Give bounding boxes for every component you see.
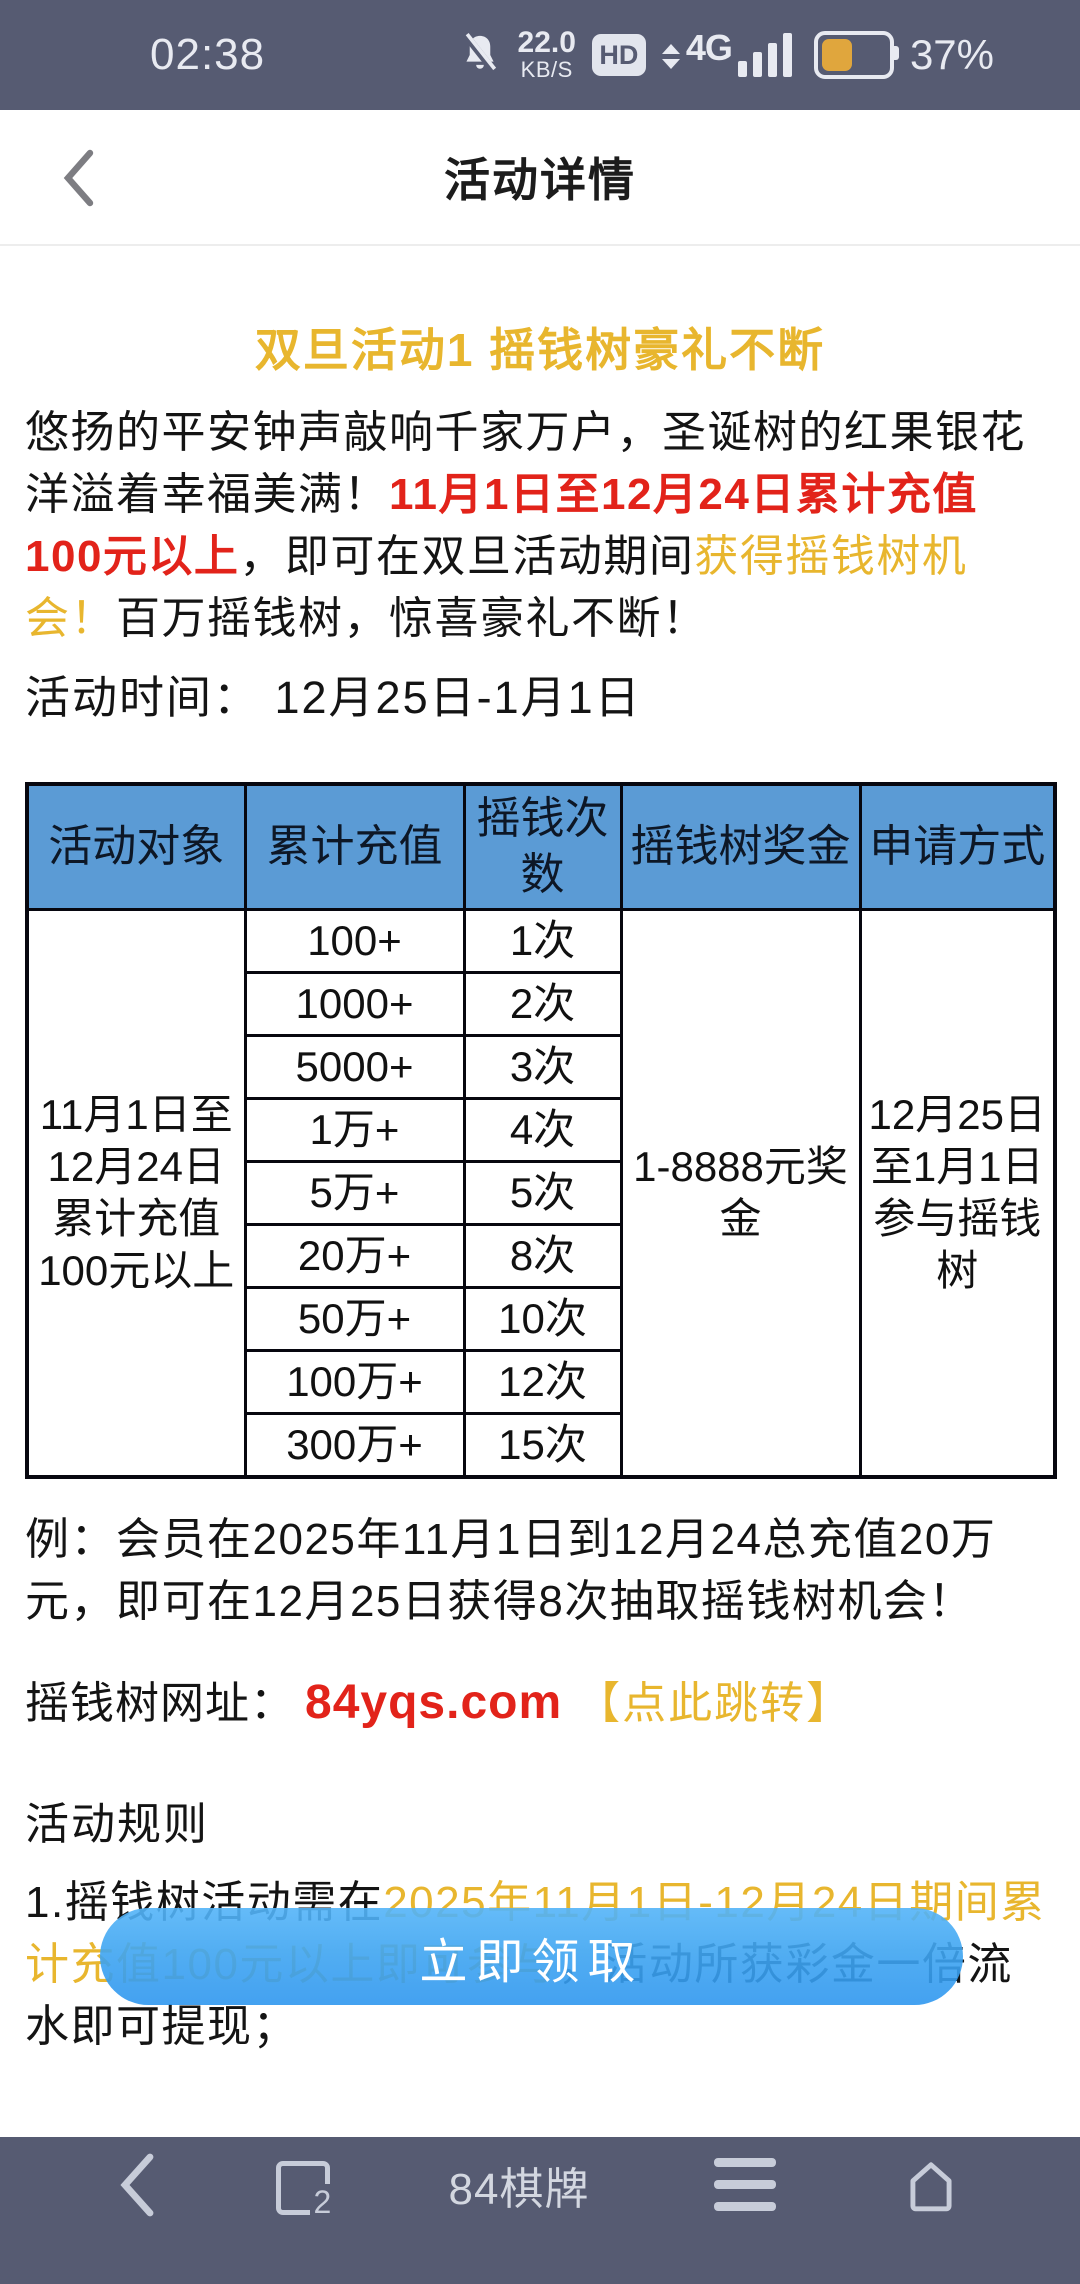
bonus-cell: 1-8888元奖金: [619, 908, 862, 1479]
hd-icon: HD: [591, 34, 646, 76]
site-url-label: 摇钱树网址：: [25, 1679, 295, 1728]
status-icons: 22.0 KB/S HD 4G 37%: [458, 27, 994, 83]
recharge-cell: 300万+: [243, 1412, 466, 1479]
intro-text-3: 百万摇钱树，惊喜豪礼不断！: [116, 594, 708, 643]
intro-gold-highlight: 获得摇钱树机会！: [25, 532, 968, 643]
app-header: 活动详情: [0, 110, 1080, 246]
times-cell: 2次: [462, 971, 623, 1037]
table-row: 20万+ 8次: [27, 1223, 1055, 1289]
battery-fill: [821, 39, 852, 71]
menu-icon: [713, 2158, 776, 2167]
network-speed: 22.0 KB/S: [518, 28, 576, 81]
recharge-cell: 100万+: [243, 1349, 466, 1415]
table-row: 5000+ 3次: [27, 1034, 1055, 1100]
recharge-cell: 100+: [243, 908, 466, 974]
col-header-apply: 申请方式: [858, 782, 1057, 911]
bell-muted-icon: [458, 31, 502, 79]
times-cell: 10次: [462, 1286, 623, 1352]
network-type: 4G: [685, 27, 733, 68]
col-header-target: 活动对象: [25, 782, 247, 911]
intro-paragraph: 悠扬的平安钟声敲响千家万户，圣诞树的红果银花洋溢着幸福美满！11月1日至12月2…: [25, 402, 1055, 650]
table-row: 300万+ 15次: [27, 1412, 1055, 1479]
col-header-times: 摇钱次数: [462, 782, 623, 911]
chevron-left-icon: [120, 2153, 154, 2216]
tabs-button[interactable]: 2: [274, 2157, 335, 2221]
rewards-table: 活动对象 累计充值 摇钱次数 摇钱树奖金 申请方式 11月1日至12月24日累计…: [25, 782, 1057, 1479]
times-cell: 4次: [462, 1097, 623, 1163]
table-row: 11月1日至12月24日累计充值100元以上 100+ 1次 1-8888元奖金…: [25, 908, 1057, 1479]
battery-icon: [813, 31, 899, 79]
table-row: 100万+ 12次: [27, 1349, 1055, 1415]
table-row: 1000+ 2次: [27, 971, 1055, 1037]
network-speed-value: 22.0: [517, 26, 576, 60]
recharge-cell: 1万+: [243, 1097, 466, 1163]
table-row: 5万+ 5次: [27, 1160, 1055, 1226]
intro-text-1: 悠扬的平安钟声敲响千家万户，圣诞树的红果银花洋溢着幸福美满！: [25, 408, 1026, 519]
table-header-row: 活动对象 累计充值 摇钱次数 摇钱树奖金 申请方式: [25, 782, 1057, 911]
tab-count-badge: 2: [310, 2183, 335, 2221]
content-area: 双旦活动1 摇钱树豪礼不断 悠扬的平安钟声敲响千家万户，圣诞树的红果银花洋溢着幸…: [0, 246, 1080, 2137]
menu-button[interactable]: [708, 2157, 782, 2212]
site-name-button[interactable]: 84棋牌: [443, 2152, 596, 2218]
table-row: 50万+ 10次: [27, 1286, 1055, 1352]
promo-title: 双旦活动1 摇钱树豪礼不断: [254, 324, 826, 376]
col-header-bonus: 摇钱树奖金: [619, 782, 862, 911]
jump-link[interactable]: 【点此跳转】: [576, 1679, 853, 1728]
recharge-cell: 5000+: [243, 1034, 466, 1100]
col-header-recharge: 累计充值: [243, 782, 466, 911]
intro-red-highlight: 11月1日至12月24日累计充值100元以上: [25, 470, 978, 581]
browser-nav-bar: 2 84棋牌: [0, 2137, 1080, 2284]
recharge-cell: 5万+: [243, 1160, 466, 1226]
activity-time: 活动时间： 12月25日-1月1日: [25, 672, 642, 723]
example-paragraph: 例：会员在2025年11月1日到12月24总充值20万元，即可在12月25日获得…: [25, 1515, 997, 1626]
site-url-line: 摇钱树网址： 84yqs.com 【点此跳转】: [25, 1669, 1055, 1738]
claim-now-button[interactable]: 立即领取: [100, 1908, 963, 2005]
apply-method-cell: 12月25日至1月1日参与摇钱树: [858, 908, 1057, 1479]
rules-title: 活动规则: [25, 1800, 209, 1849]
home-button[interactable]: [894, 2153, 968, 2217]
cellular-indicator: 4G: [661, 27, 792, 83]
times-cell: 8次: [462, 1223, 623, 1289]
site-url-link[interactable]: 84yqs.com: [305, 1676, 563, 1729]
data-arrows-icon: [661, 44, 680, 69]
status-bar: 02:38 22.0 KB/S HD 4G 37%: [0, 0, 1080, 110]
clock: 02:38: [150, 30, 266, 79]
network-speed-unit: KB/S: [520, 57, 573, 83]
times-cell: 3次: [462, 1034, 623, 1100]
recharge-cell: 50万+: [243, 1286, 466, 1352]
nav-back-button[interactable]: [112, 2152, 162, 2218]
chevron-left-icon: [63, 149, 94, 206]
recharge-cell: 20万+: [243, 1223, 466, 1289]
intro-text-2: ，即可在双旦活动期间: [239, 532, 695, 581]
page-title: 活动详情: [444, 154, 636, 206]
signal-bars-icon: [737, 29, 792, 77]
table-row: 1万+ 4次: [27, 1097, 1055, 1163]
back-button[interactable]: [44, 144, 114, 214]
battery-percent: 37%: [909, 31, 994, 78]
times-cell: 12次: [462, 1349, 623, 1415]
times-cell: 5次: [462, 1160, 623, 1226]
times-cell: 1次: [462, 908, 623, 974]
times-cell: 15次: [462, 1412, 623, 1479]
recharge-cell: 1000+: [243, 971, 466, 1037]
home-icon: [910, 2161, 952, 2211]
target-audience-cell: 11月1日至12月24日累计充值100元以上: [25, 908, 247, 1479]
